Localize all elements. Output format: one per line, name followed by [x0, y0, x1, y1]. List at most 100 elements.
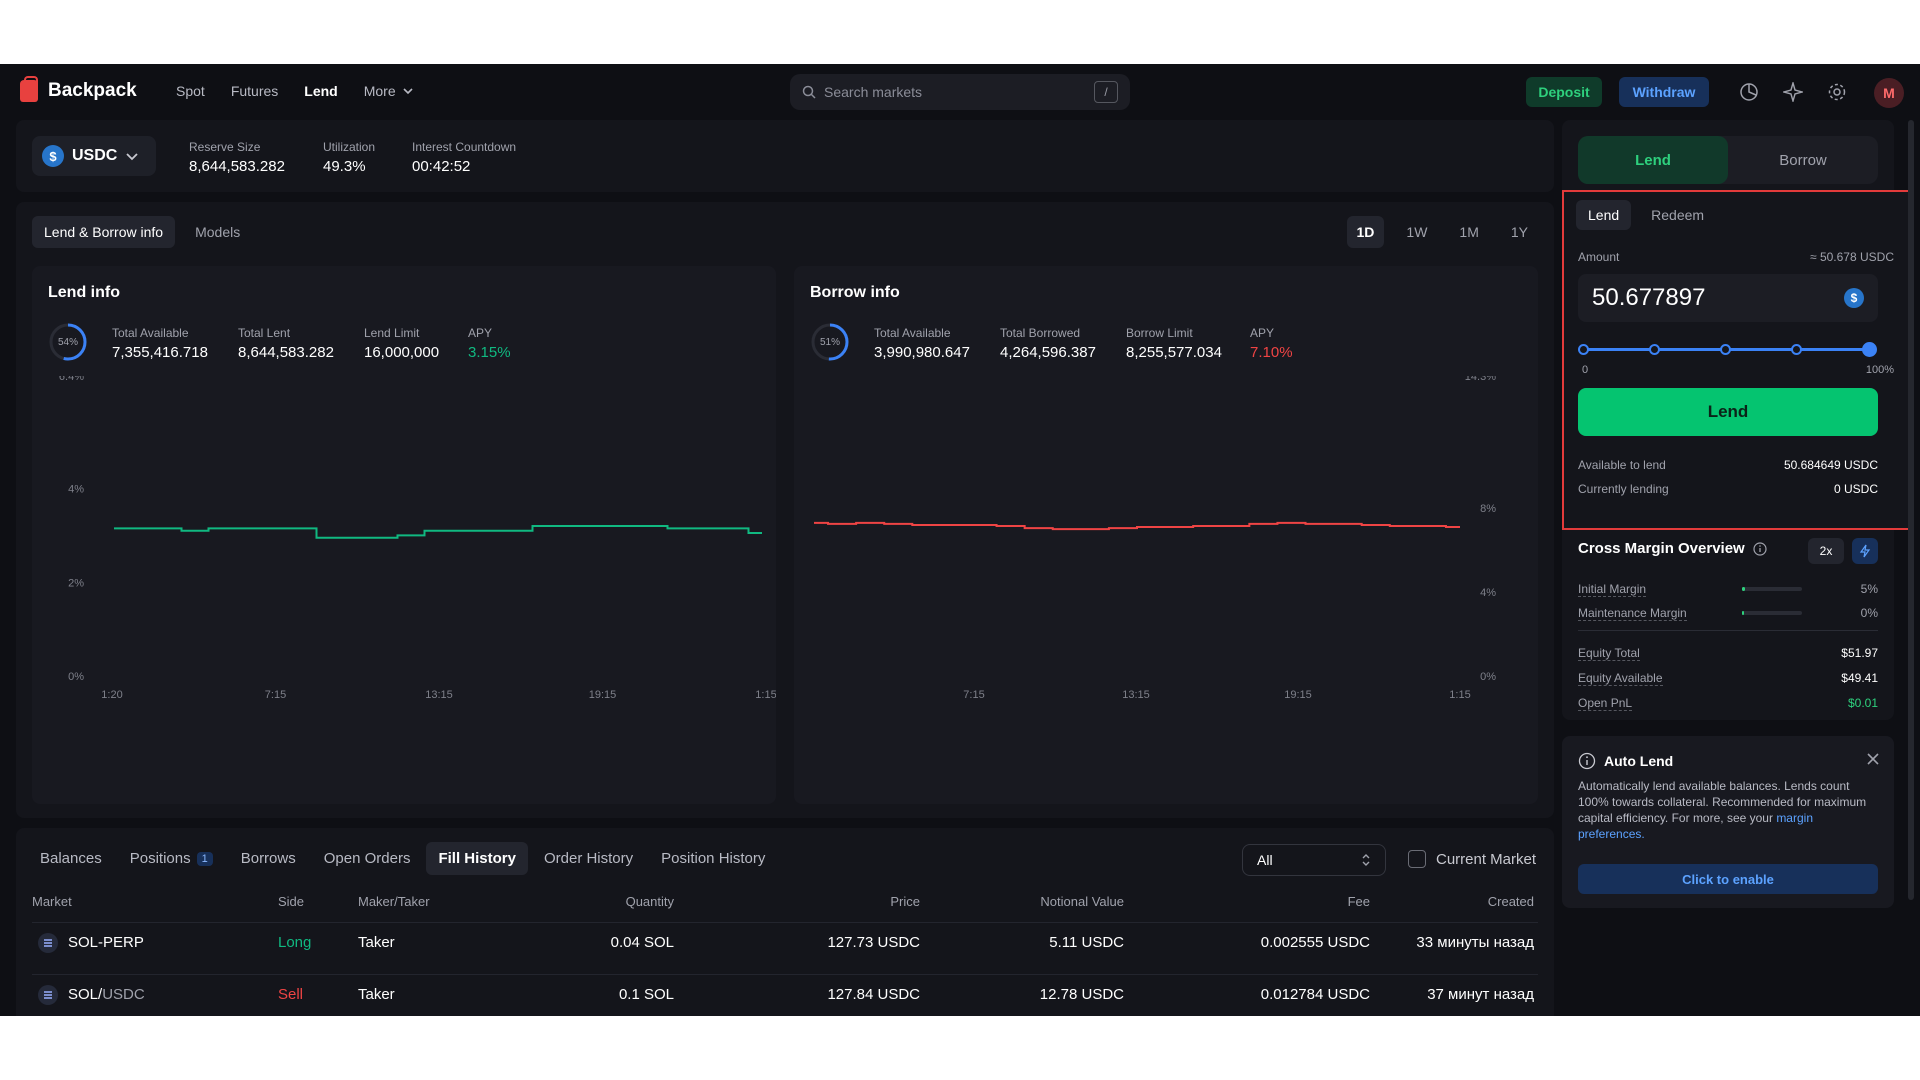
slider-handle[interactable] [1862, 342, 1877, 357]
amount-slider[interactable] [1578, 342, 1878, 358]
lend-form: Lend Redeem Amount ≈ 50.678 USDC $ 0 100… [1562, 190, 1910, 530]
close-icon[interactable] [1866, 752, 1880, 771]
col-fee: Fee [1347, 894, 1370, 909]
toggle-lend[interactable]: Lend [1578, 136, 1728, 184]
tab-lend-borrow-info[interactable]: Lend & Borrow info [32, 216, 176, 248]
avatar[interactable]: M [1874, 78, 1904, 108]
x-tick-label: 19:15 [589, 689, 617, 701]
current-market-toggle[interactable]: Current Market [1408, 850, 1536, 868]
table-row[interactable]: SOL/USDC Sell Taker 0.1 SOL 127.84 USDC … [32, 974, 1538, 1014]
search-shortcut: / [1094, 81, 1118, 103]
table-row[interactable]: SOL-PERP Long Taker 0.04 SOL 127.73 USDC… [32, 922, 1538, 962]
toggle-borrow[interactable]: Borrow [1779, 151, 1827, 169]
range-1d[interactable]: 1D [1346, 216, 1385, 248]
tab-order-history[interactable]: Order History [532, 842, 645, 875]
scrollbar[interactable] [1908, 120, 1914, 900]
auto-lend-description: Automatically lend available balances. L… [1578, 778, 1878, 842]
info-panel: Lend & Borrow info Models 1D 1W 1M 1Y Le… [16, 202, 1554, 818]
sparkle-icon[interactable] [1782, 81, 1804, 103]
tab-fill-history[interactable]: Fill History [426, 842, 528, 875]
info-icon[interactable] [1753, 541, 1767, 556]
borrow-info-title: Borrow info [810, 284, 900, 301]
leverage-button[interactable]: 2x [1808, 538, 1844, 564]
lightning-icon[interactable] [1852, 538, 1878, 564]
lend-apy: APY 3.15% [468, 326, 511, 361]
slider-step-25[interactable] [1649, 344, 1660, 355]
backpack-logo-icon [20, 76, 38, 102]
lend-submit-button[interactable]: Lend [1578, 388, 1878, 436]
nav-futures[interactable]: Futures [230, 83, 279, 99]
equity-available-label: Equity Available [1578, 671, 1663, 686]
range-1w[interactable]: 1W [1406, 224, 1428, 240]
tab-models[interactable]: Models [195, 224, 241, 240]
slider-step-50[interactable] [1720, 344, 1731, 355]
initial-margin-fill [1742, 587, 1745, 591]
x-tick-label: 19:15 [1284, 689, 1312, 701]
pie-chart-icon[interactable] [1738, 81, 1760, 103]
slider-step-0[interactable] [1578, 344, 1589, 355]
amount-input[interactable] [1592, 284, 1812, 312]
tab-label: Order History [543, 850, 634, 867]
cross-margin-label: Cross Margin Overview [1578, 540, 1745, 557]
nav-more[interactable]: More [364, 83, 414, 99]
stat-label: Total Lent [238, 326, 291, 340]
tab-positions[interactable]: Positions 1 [118, 842, 225, 875]
row-created: 33 минуты назад [1416, 934, 1534, 951]
stat-label: Total Available [874, 326, 951, 340]
available-value: 50.684649 USDC [1783, 458, 1878, 472]
y-tick-label: 8% [1480, 503, 1496, 515]
row-side: Long [278, 934, 312, 951]
row-market: SOL/USDC [68, 986, 145, 1003]
stat-label: Total Borrowed [1000, 326, 1081, 340]
filter-value: All [1257, 852, 1273, 868]
tab-lend[interactable]: Lend [1576, 200, 1632, 230]
range-1y[interactable]: 1Y [1510, 224, 1528, 240]
tab-position-history[interactable]: Position History [649, 842, 777, 875]
search-input[interactable] [824, 84, 1086, 100]
slider-step-75[interactable] [1791, 344, 1802, 355]
borrow-ring-label: 51% [819, 336, 840, 348]
col-quantity: Quantity [625, 894, 674, 909]
amount-approx: ≈ 50.678 USDC [1810, 250, 1894, 264]
y-tick-label: 4% [1480, 587, 1496, 599]
search-bar[interactable]: / [790, 74, 1130, 110]
sol-icon [38, 985, 58, 1005]
chevron-down-icon [403, 88, 413, 95]
amount-label: Amount [1578, 250, 1620, 264]
tab-borrows[interactable]: Borrows [229, 842, 308, 875]
nav-spot[interactable]: Spot [176, 83, 205, 99]
lend-borrow-toggle: Lend Borrow [1578, 136, 1878, 184]
stat-label: APY [1250, 326, 1275, 340]
nav-lend[interactable]: Lend [304, 83, 338, 99]
tab-open-orders[interactable]: Open Orders [312, 842, 423, 875]
current-market-checkbox[interactable] [1408, 850, 1426, 868]
row-notional: 5.11 USDC [1049, 934, 1124, 951]
margin-preferences-link[interactable]: margin preferences. [1578, 811, 1813, 841]
enable-auto-lend-button[interactable]: Click to enable [1578, 864, 1878, 894]
stat-label: Lend Limit [364, 326, 420, 340]
tab-balances[interactable]: Balances [28, 842, 114, 875]
row-market-base: SOL/ [68, 986, 103, 1003]
asset-selector[interactable]: $ USDC [32, 136, 156, 176]
row-maker-taker: Taker [358, 986, 395, 1003]
countdown-value: 00:42:52 [412, 158, 471, 175]
range-1m[interactable]: 1M [1459, 224, 1479, 240]
stat-label: Total Available [112, 326, 189, 340]
maintenance-margin-value: 0% [1860, 606, 1878, 620]
tab-redeem[interactable]: Redeem [1651, 207, 1705, 223]
stat-value: 3,990,980.647 [874, 344, 970, 361]
withdraw-button[interactable]: Withdraw [1619, 77, 1709, 107]
gear-icon[interactable] [1826, 81, 1848, 103]
market-filter-select[interactable]: All [1242, 844, 1386, 876]
auto-lend-card: Auto Lend Automatically lend available b… [1562, 736, 1894, 908]
col-side: Side [278, 894, 305, 909]
deposit-button[interactable]: Deposit [1526, 77, 1602, 107]
initial-margin-label: Initial Margin [1578, 582, 1647, 597]
logo[interactable]: Backpack [20, 76, 137, 102]
initial-margin-bar [1742, 587, 1802, 591]
col-notional: Notional Value [1040, 894, 1124, 909]
col-price: Price [890, 894, 920, 909]
positions-count-badge: 1 [196, 851, 213, 866]
row-side: Sell [278, 986, 304, 1003]
amount-field[interactable]: $ [1578, 274, 1878, 322]
